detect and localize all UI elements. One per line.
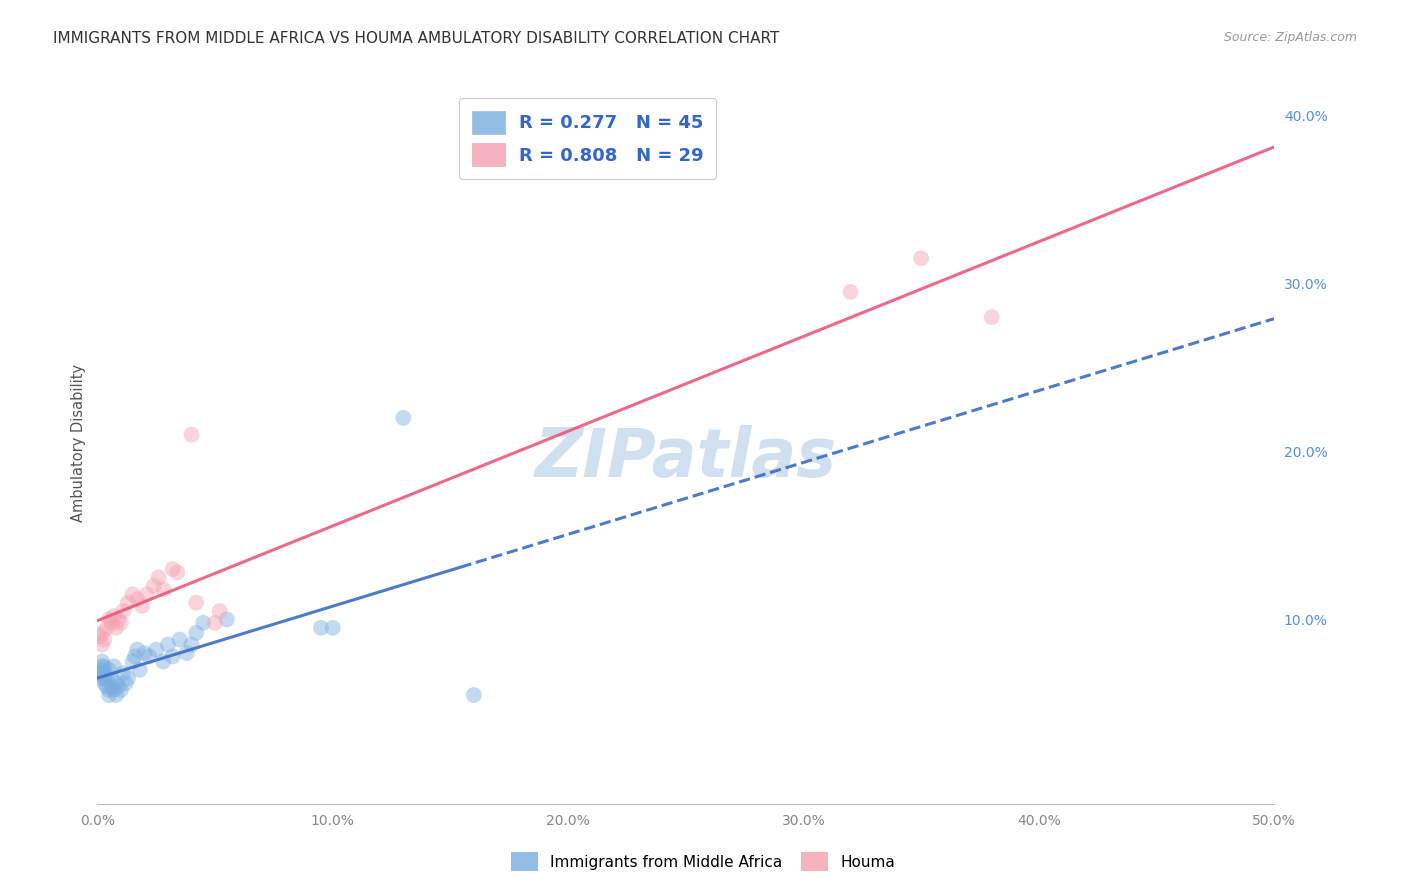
- Point: [145, 642, 167, 657]
- Point: [180, 638, 202, 652]
- Point: [134, 646, 156, 660]
- Point: [148, 570, 170, 584]
- Point: [107, 680, 129, 694]
- Point: [193, 615, 215, 630]
- Point: [204, 615, 226, 630]
- Point: [186, 626, 208, 640]
- Point: [93, 666, 115, 681]
- Point: [114, 676, 136, 690]
- Point: [112, 666, 135, 681]
- Point: [98, 663, 121, 677]
- Legend: Immigrants from Middle Africa, Houma: Immigrants from Middle Africa, Houma: [505, 847, 901, 877]
- Point: [105, 688, 128, 702]
- Y-axis label: Ambulatory Disability: Ambulatory Disability: [72, 364, 86, 522]
- Point: [103, 609, 125, 624]
- Point: [839, 285, 862, 299]
- Point: [91, 626, 114, 640]
- Point: [131, 599, 153, 613]
- Point: [121, 587, 143, 601]
- Point: [107, 612, 129, 626]
- Text: IMMIGRANTS FROM MIDDLE AFRICA VS HOUMA AMBULATORY DISABILITY CORRELATION CHART: IMMIGRANTS FROM MIDDLE AFRICA VS HOUMA A…: [53, 31, 780, 46]
- Point: [392, 410, 415, 425]
- Point: [110, 615, 132, 630]
- Point: [98, 688, 121, 702]
- Point: [98, 683, 121, 698]
- Point: [91, 659, 114, 673]
- Point: [135, 587, 157, 601]
- Point: [138, 649, 160, 664]
- Point: [93, 659, 115, 673]
- Point: [93, 632, 115, 647]
- Point: [980, 310, 1002, 324]
- Point: [112, 604, 135, 618]
- Point: [91, 655, 114, 669]
- Point: [142, 579, 165, 593]
- Point: [322, 621, 344, 635]
- Point: [180, 427, 202, 442]
- Point: [176, 646, 198, 660]
- Point: [128, 663, 150, 677]
- Point: [98, 612, 121, 626]
- Point: [93, 676, 115, 690]
- Point: [186, 596, 208, 610]
- Text: Source: ZipAtlas.com: Source: ZipAtlas.com: [1223, 31, 1357, 45]
- Point: [169, 632, 191, 647]
- Point: [105, 621, 128, 635]
- Point: [156, 638, 179, 652]
- Point: [910, 252, 932, 266]
- Point: [117, 596, 139, 610]
- Point: [96, 671, 118, 685]
- Point: [110, 683, 132, 698]
- Point: [100, 615, 122, 630]
- Point: [100, 680, 122, 694]
- Point: [127, 642, 149, 657]
- Point: [117, 671, 139, 685]
- Point: [89, 671, 111, 685]
- Point: [124, 649, 146, 664]
- Text: ZIPatlas: ZIPatlas: [534, 425, 837, 491]
- Point: [309, 621, 332, 635]
- Point: [162, 649, 184, 664]
- Point: [93, 671, 115, 685]
- Point: [96, 680, 118, 694]
- Point: [96, 621, 118, 635]
- Point: [91, 663, 114, 677]
- Point: [152, 655, 174, 669]
- Point: [208, 604, 231, 618]
- Point: [162, 562, 184, 576]
- Point: [105, 676, 128, 690]
- Point: [89, 666, 111, 681]
- Point: [215, 612, 238, 626]
- Point: [152, 582, 174, 597]
- Point: [166, 566, 188, 580]
- Legend: R = 0.277   N = 45, R = 0.808   N = 29: R = 0.277 N = 45, R = 0.808 N = 29: [460, 98, 716, 179]
- Point: [91, 638, 114, 652]
- Point: [127, 592, 149, 607]
- Point: [100, 671, 122, 685]
- Point: [103, 659, 125, 673]
- Point: [463, 688, 485, 702]
- Point: [89, 629, 111, 643]
- Point: [103, 683, 125, 698]
- Point: [121, 655, 143, 669]
